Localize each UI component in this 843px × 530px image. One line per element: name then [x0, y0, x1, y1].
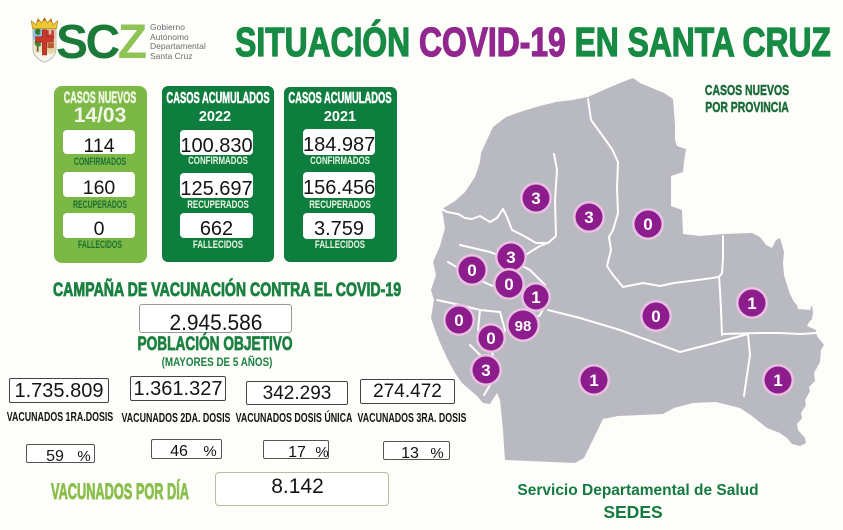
svg-text:0: 0 — [643, 215, 652, 234]
svg-text:1: 1 — [589, 371, 598, 390]
svg-text:3: 3 — [506, 248, 515, 267]
svg-text:1: 1 — [773, 371, 782, 390]
svg-text:0: 0 — [651, 307, 660, 326]
svg-text:0: 0 — [467, 261, 476, 280]
svg-text:0: 0 — [454, 311, 463, 330]
svg-text:1: 1 — [531, 288, 540, 307]
svg-text:3: 3 — [481, 361, 490, 380]
svg-text:3: 3 — [531, 189, 540, 208]
svg-text:0: 0 — [486, 329, 495, 348]
svg-text:98: 98 — [515, 318, 532, 335]
svg-text:1: 1 — [747, 294, 756, 313]
svg-text:3: 3 — [584, 208, 593, 227]
svg-text:0: 0 — [504, 275, 513, 294]
